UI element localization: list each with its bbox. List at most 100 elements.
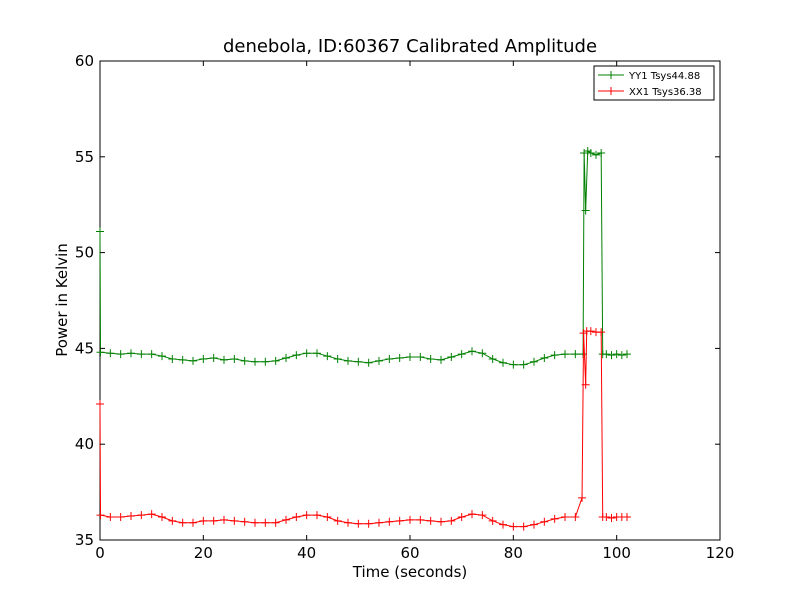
data-point	[240, 517, 249, 526]
data-point	[209, 516, 218, 525]
data-point	[457, 350, 466, 359]
data-point	[406, 515, 414, 524]
x-tick-label: 120	[706, 544, 735, 562]
data-point	[96, 348, 105, 357]
data-point	[168, 354, 177, 363]
data-point	[96, 227, 104, 236]
data-point	[530, 357, 538, 366]
data-point	[271, 518, 280, 527]
data-point	[147, 510, 156, 519]
data-point	[364, 519, 373, 528]
data-point	[251, 357, 259, 366]
data-point	[178, 355, 187, 364]
data-point	[395, 516, 404, 525]
data-point	[612, 350, 621, 359]
data-point	[333, 516, 342, 525]
data-point	[385, 517, 394, 526]
data-point	[519, 522, 528, 531]
data-point	[344, 518, 352, 527]
series-0	[96, 147, 631, 369]
data-point	[158, 352, 166, 361]
data-point	[178, 518, 187, 527]
data-point	[137, 350, 146, 359]
data-point	[220, 515, 228, 524]
data-point	[127, 512, 135, 521]
data-point	[416, 353, 425, 362]
data-point	[302, 349, 311, 358]
data-point	[468, 510, 476, 519]
data-point	[607, 351, 616, 360]
data-point	[581, 206, 590, 215]
data-point	[540, 517, 549, 526]
data-point	[499, 520, 507, 529]
x-tick-label: 100	[602, 544, 631, 562]
data-point	[116, 350, 125, 359]
data-point	[468, 347, 476, 356]
legend-marker	[607, 71, 615, 79]
ticks-layer: 0 20 40 60 80 100 120 35 40 45 50 55 60	[75, 52, 734, 562]
data-point	[623, 350, 631, 359]
legend-entry: XX1 Tsys36.38	[598, 87, 702, 98]
data-point	[499, 358, 507, 367]
data-point	[478, 511, 487, 520]
legend-label: YY1 Tsys44.88	[628, 71, 700, 82]
x-tick-label: 40	[297, 544, 316, 562]
data-point	[230, 516, 239, 525]
data-point	[488, 354, 497, 363]
data-point	[344, 356, 352, 365]
data-point	[106, 349, 115, 358]
data-point	[602, 350, 611, 359]
data-point	[323, 513, 332, 522]
data-point	[137, 511, 146, 520]
y-tick-label: 50	[75, 244, 94, 262]
data-point	[426, 354, 435, 363]
x-tick-label: 0	[95, 544, 105, 562]
legend-label: XX1 Tsys36.38	[629, 87, 702, 98]
data-point	[240, 356, 249, 365]
data-point	[375, 518, 383, 527]
data-point	[127, 349, 135, 358]
data-point	[578, 493, 587, 502]
y-tick-label: 55	[75, 148, 94, 166]
data-point	[602, 513, 611, 522]
data-point	[406, 353, 414, 362]
data-point	[447, 353, 456, 362]
data-point	[199, 354, 208, 363]
data-point	[509, 360, 518, 369]
plot-frame	[99, 60, 721, 541]
x-tick-label: 60	[400, 544, 419, 562]
data-point	[364, 358, 373, 367]
data-point	[607, 513, 616, 522]
data-point	[530, 520, 538, 529]
data-point	[106, 513, 115, 522]
data-point	[437, 355, 445, 364]
data-point	[168, 516, 177, 525]
data-point	[437, 517, 445, 526]
data-point	[261, 357, 270, 366]
data-point	[354, 357, 363, 366]
y-tick-label: 40	[75, 435, 94, 453]
data-point	[220, 355, 228, 364]
data-point	[426, 516, 435, 525]
data-point	[375, 356, 383, 365]
legend: YY1 Tsys44.88 XX1 Tsys36.38	[593, 65, 715, 101]
data-point	[313, 511, 321, 520]
legend-entry: YY1 Tsys44.88	[598, 71, 700, 82]
data-point	[96, 399, 104, 408]
data-point	[323, 352, 332, 361]
data-point	[571, 513, 580, 522]
data-point	[540, 353, 549, 362]
x-axis-label: Time (seconds)	[352, 563, 468, 581]
data-point	[586, 327, 595, 336]
legend-marker	[607, 87, 615, 95]
data-point	[189, 518, 197, 527]
data-point	[147, 350, 156, 359]
data-point	[478, 349, 487, 358]
data-point	[189, 356, 197, 365]
data-point	[509, 522, 518, 531]
data-point	[96, 511, 105, 520]
data-point	[395, 353, 404, 362]
data-point	[488, 516, 497, 525]
legend-entries: YY1 Tsys44.88 XX1 Tsys36.38	[598, 71, 702, 98]
data-point	[292, 513, 301, 522]
